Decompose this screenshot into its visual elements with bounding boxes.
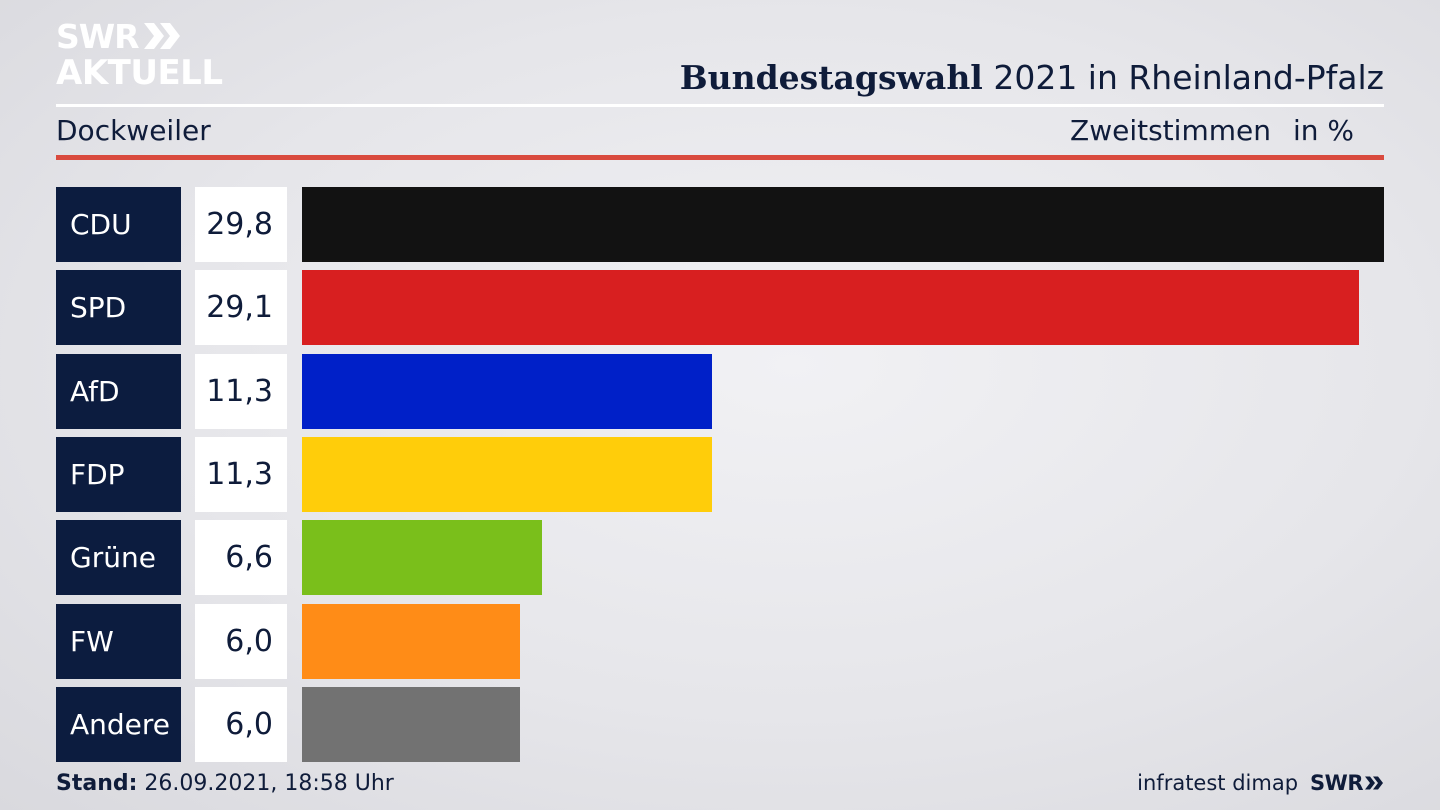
category-label: FDP	[56, 437, 181, 512]
logo-aktuell-text: AKTUELL	[56, 53, 223, 93]
bar-row: FW 6,0	[56, 604, 1384, 679]
header-divider	[56, 104, 1384, 107]
bar	[302, 437, 712, 512]
measure-name: Zweitstimmen	[1070, 114, 1271, 147]
bar	[302, 687, 520, 762]
value-label: 11,3	[195, 437, 287, 512]
bar	[302, 187, 1384, 262]
value-label: 6,0	[195, 604, 287, 679]
value-label: 29,8	[195, 187, 287, 262]
footer-chevron-icon	[1365, 776, 1383, 790]
bar-row: FDP 11,3	[56, 437, 1384, 512]
stand-value: 26.09.2021, 18:58 Uhr	[137, 771, 394, 796]
measure-label: Zweitstimmen in %	[1070, 114, 1354, 147]
source-label: infratest dimap	[1137, 771, 1299, 795]
value-label: 11,3	[195, 354, 287, 429]
bar-row: SPD 29,1	[56, 270, 1384, 345]
swr-aktuell-logo: SWR AKTUELL	[56, 16, 223, 93]
category-label: Andere	[56, 687, 181, 762]
bar	[302, 270, 1359, 345]
logo-swr-text: SWR	[56, 16, 140, 56]
value-label: 6,6	[195, 520, 287, 595]
bar	[302, 354, 712, 429]
category-label: AfD	[56, 354, 181, 429]
category-label: SPD	[56, 270, 181, 345]
bar	[302, 604, 520, 679]
unit-label: in %	[1292, 114, 1354, 147]
footer-swr-logo: SWR	[1310, 771, 1363, 795]
bar-row: AfD 11,3	[56, 354, 1384, 429]
location-label: Dockweiler	[56, 114, 211, 147]
category-label: FW	[56, 604, 181, 679]
source-credit: infratest dimap SWR	[1137, 771, 1384, 795]
accent-divider	[56, 155, 1384, 160]
bar	[302, 520, 542, 595]
value-label: 6,0	[195, 687, 287, 762]
timestamp: Stand: 26.09.2021, 18:58 Uhr	[56, 771, 394, 796]
category-label: Grüne	[56, 520, 181, 595]
value-label: 29,1	[195, 270, 287, 345]
chart-title: Bundestagswahl 2021 in Rheinland-Pfalz	[680, 58, 1384, 97]
bar-row: Andere 6,0	[56, 687, 1384, 762]
bar-row: Grüne 6,6	[56, 520, 1384, 595]
bar-row: CDU 29,8	[56, 187, 1384, 262]
stand-label: Stand:	[56, 771, 138, 796]
chart-title-bold: Bundestagswahl	[679, 58, 983, 97]
double-chevron-icon	[143, 23, 180, 49]
chart-title-rest: 2021 in Rheinland-Pfalz	[982, 58, 1384, 97]
category-label: CDU	[56, 187, 181, 262]
